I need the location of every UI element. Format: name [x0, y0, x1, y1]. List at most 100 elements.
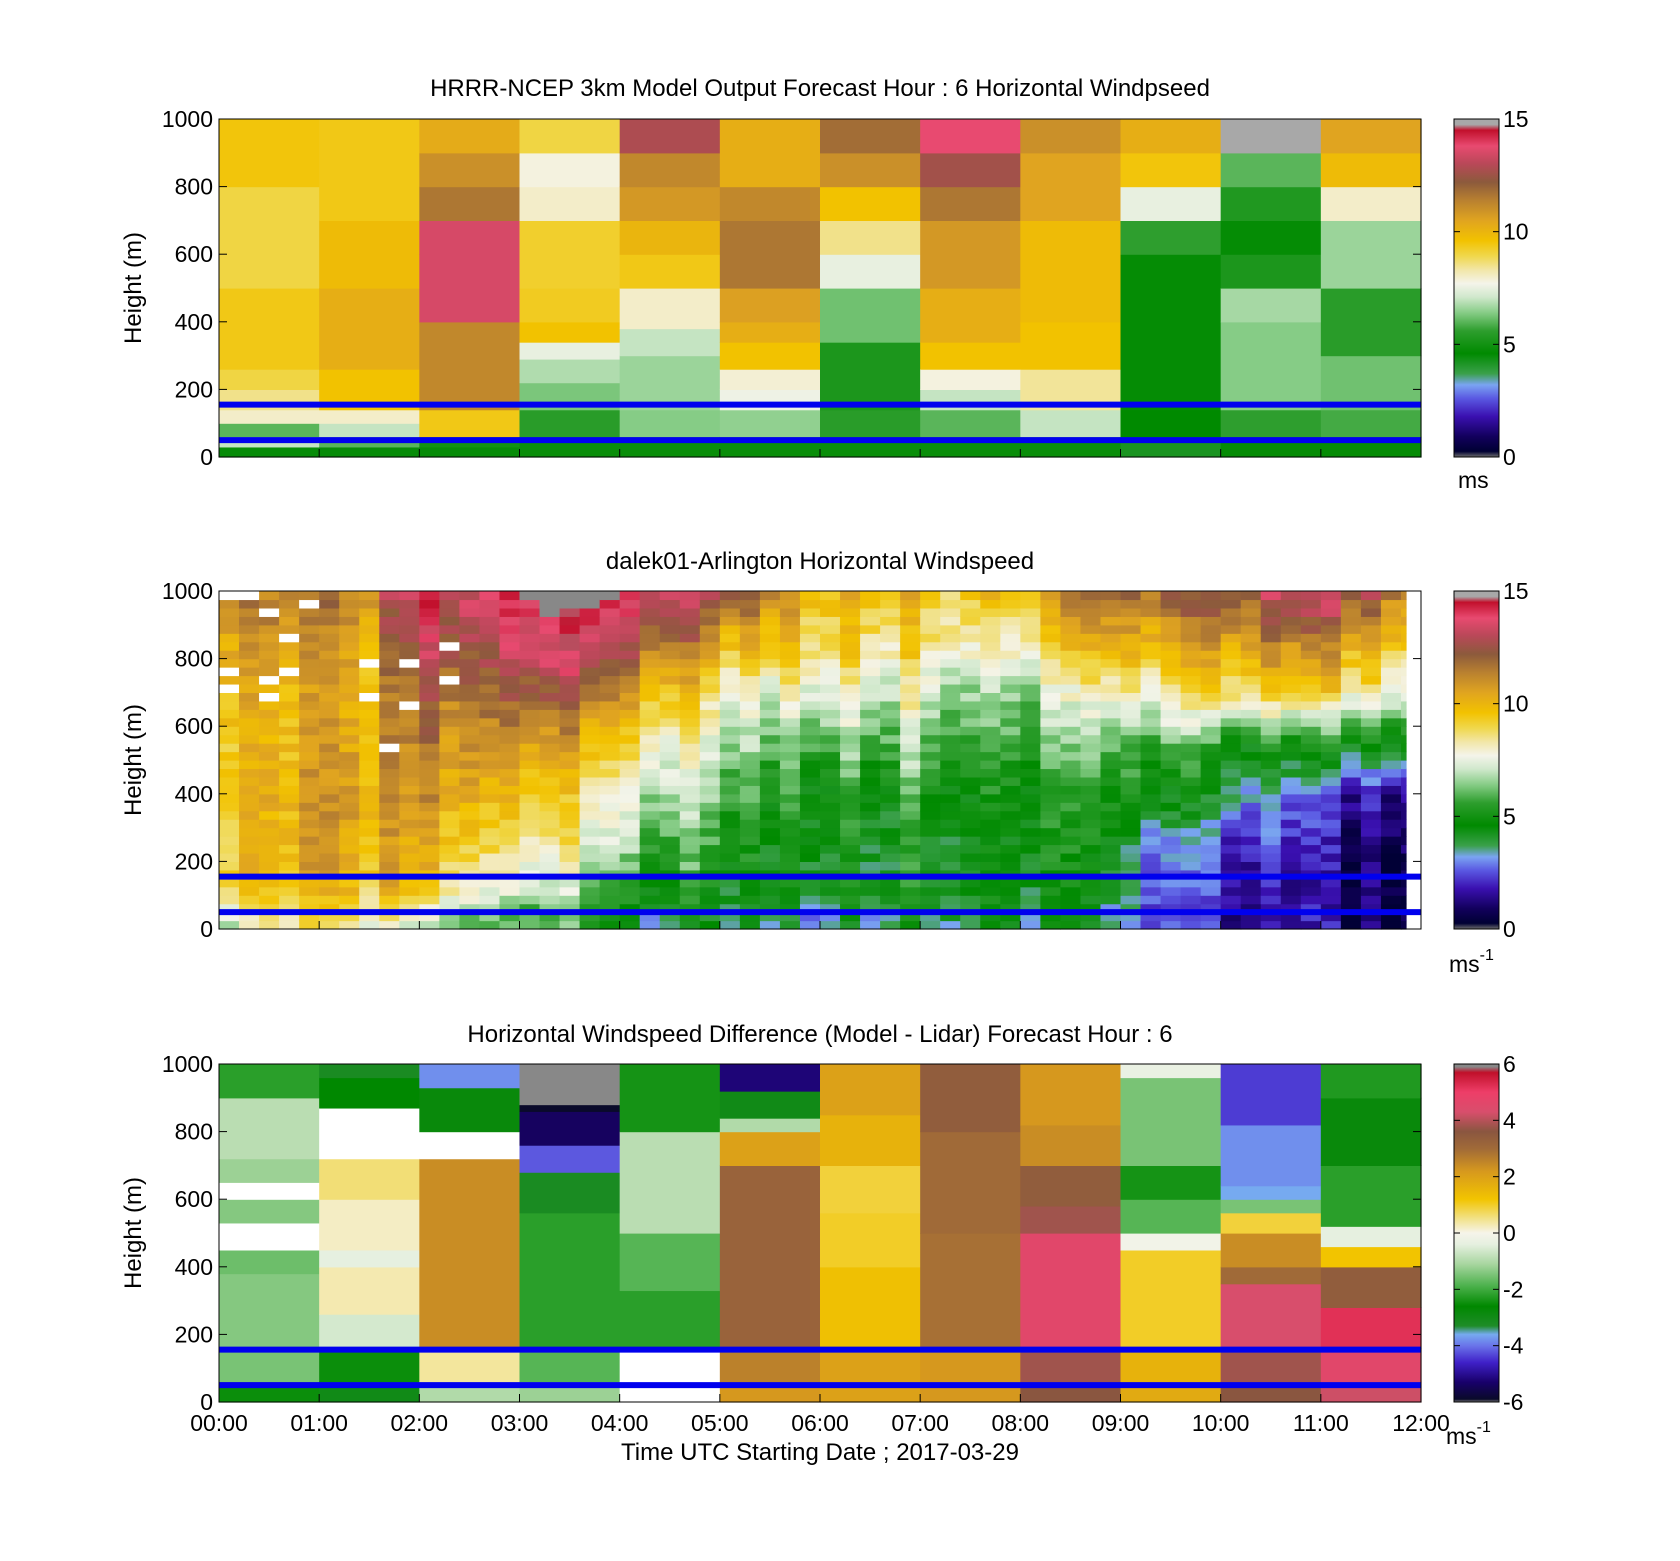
heatmap-cell — [1060, 878, 1082, 888]
heatmap-cell — [900, 785, 921, 795]
heatmap-cell — [799, 658, 821, 668]
heatmap-cell — [1220, 599, 1242, 609]
heatmap-cell — [799, 776, 821, 786]
heatmap-cell — [259, 920, 280, 930]
heatmap-cell — [840, 624, 861, 634]
heatmap-cell — [739, 700, 761, 710]
heatmap-cell — [980, 658, 1001, 668]
heatmap-cell — [1020, 836, 1041, 846]
heatmap-cell — [980, 793, 1001, 803]
heatmap-cell — [900, 683, 921, 693]
heatmap-cell — [259, 667, 280, 677]
heatmap-cell — [399, 827, 420, 837]
heatmap-cell — [699, 785, 721, 795]
heatmap-cell — [779, 886, 801, 896]
heatmap-cell — [419, 1131, 521, 1160]
heatmap-cell — [1060, 667, 1082, 677]
heatmap-cell — [399, 658, 420, 668]
heatmap-cell — [1120, 844, 1142, 854]
heatmap-cell — [419, 624, 440, 634]
heatmap-cell — [840, 607, 861, 617]
heatmap-cell — [499, 827, 521, 837]
heatmap-cell — [940, 616, 961, 626]
heatmap-cell — [399, 726, 420, 736]
heatmap-cell — [1320, 827, 1342, 837]
heatmap-cell — [940, 624, 961, 634]
heatmap-cell — [659, 658, 681, 668]
heatmap-cell — [719, 852, 741, 862]
heatmap-cell — [1400, 709, 1407, 719]
heatmap-cell — [1120, 1199, 1222, 1234]
heatmap-cell — [1160, 819, 1182, 829]
heatmap-cell — [599, 852, 621, 862]
heatmap-cell — [880, 641, 901, 651]
heatmap-cell — [1060, 793, 1082, 803]
heatmap-cell — [799, 912, 821, 922]
heatmap-cell — [1140, 827, 1162, 837]
panel-difference-x-axis-label: Time UTC Starting Date ; 2017-03-29 — [621, 1439, 1019, 1466]
heatmap-cell — [900, 675, 921, 685]
heatmap-cell — [399, 717, 420, 727]
heatmap-cell — [399, 895, 420, 905]
heatmap-cell — [659, 650, 681, 660]
heatmap-cell — [339, 836, 360, 846]
heatmap-cell — [900, 717, 921, 727]
heatmap-cell — [820, 186, 921, 221]
heatmap-cell — [539, 667, 561, 677]
heatmap-cell — [1220, 641, 1242, 651]
heatmap-cell — [419, 658, 440, 668]
heatmap-cell — [920, 1064, 1021, 1133]
heatmap-cell — [1080, 819, 1102, 829]
heatmap-cell — [459, 861, 481, 871]
heatmap-cell — [1080, 667, 1102, 677]
heatmap-cell — [1400, 920, 1407, 930]
heatmap-cell — [759, 692, 781, 702]
heatmap-cell — [579, 692, 601, 702]
heatmap-cell — [860, 599, 881, 609]
heatmap-cell — [1320, 1246, 1422, 1268]
heatmap-cell — [1020, 152, 1122, 221]
heatmap-cell — [439, 844, 460, 854]
heatmap-cell — [1100, 920, 1122, 930]
heatmap-cell — [479, 836, 501, 846]
heatmap-cell — [299, 903, 320, 913]
heatmap-cell — [1360, 920, 1382, 930]
heatmap-cell — [219, 802, 240, 812]
heatmap-cell — [519, 844, 541, 854]
heatmap-cell — [319, 768, 340, 778]
heatmap-cell — [1140, 743, 1162, 753]
heatmap-cell — [439, 760, 460, 770]
heatmap-cell — [980, 912, 1001, 922]
heatmap-cell — [1040, 827, 1061, 837]
heatmap-cell — [900, 793, 921, 803]
heatmap-cell — [1060, 709, 1082, 719]
heatmap-cell — [719, 658, 741, 668]
heatmap-cell — [980, 675, 1001, 685]
heatmap-cell — [920, 878, 941, 888]
heatmap-cell — [1380, 903, 1402, 913]
heatmap-cell — [339, 692, 360, 702]
heatmap-cell — [1340, 861, 1362, 871]
heatmap-cell — [1360, 650, 1382, 660]
heatmap-cell — [980, 650, 1001, 660]
heatmap-cell — [1100, 760, 1122, 770]
heatmap-cell — [940, 717, 961, 727]
x-tick-label: 06:00 — [791, 1410, 849, 1436]
heatmap-cell — [1400, 827, 1407, 837]
heatmap-cell — [579, 734, 601, 744]
heatmap-cell — [739, 768, 761, 778]
heatmap-cell — [499, 700, 521, 710]
x-tick-label: 02:00 — [391, 1410, 449, 1436]
heatmap-cell — [1320, 785, 1342, 795]
heatmap-cell — [1160, 912, 1182, 922]
heatmap-cell — [1040, 920, 1061, 930]
heatmap-cell — [1280, 633, 1302, 643]
heatmap-cell — [719, 624, 741, 634]
heatmap-cell — [779, 726, 801, 736]
heatmap-cell — [980, 743, 1001, 753]
heatmap-cell — [860, 819, 881, 829]
heatmap-cell — [820, 878, 841, 888]
heatmap-cell — [1320, 641, 1342, 651]
heatmap-cell — [1260, 675, 1282, 685]
heatmap-cell — [1240, 785, 1262, 795]
